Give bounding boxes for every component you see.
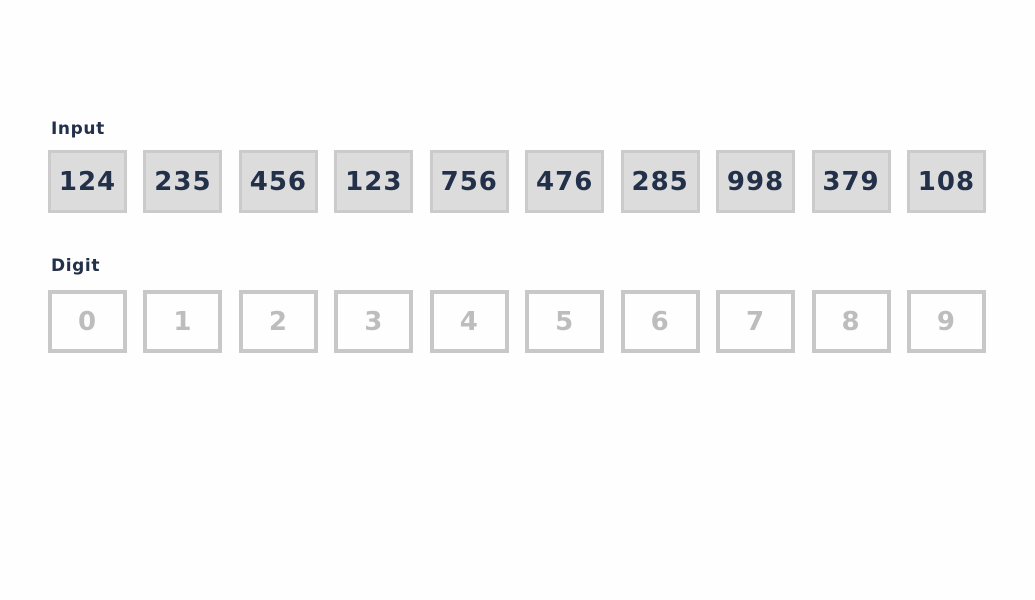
input-cell: 379 bbox=[811, 150, 891, 213]
digit-bucket: 8 bbox=[811, 290, 891, 353]
input-cell: 235 bbox=[143, 150, 223, 213]
digit-bucket: 7 bbox=[716, 290, 796, 353]
input-row: 124 235 456 123 756 476 285 998 379 108 bbox=[48, 150, 986, 213]
digit-bucket: 0 bbox=[48, 290, 127, 353]
input-label: Input bbox=[51, 119, 105, 139]
input-cell: 756 bbox=[429, 150, 509, 213]
input-cell: 108 bbox=[906, 150, 986, 213]
digit-bucket: 4 bbox=[429, 290, 509, 353]
digit-bucket: 2 bbox=[238, 290, 318, 353]
digit-bucket: 5 bbox=[525, 290, 605, 353]
input-cell: 476 bbox=[525, 150, 605, 213]
input-cell: 456 bbox=[238, 150, 318, 213]
input-cell: 285 bbox=[620, 150, 700, 213]
digit-bucket: 9 bbox=[906, 290, 986, 353]
digit-bucket: 1 bbox=[143, 290, 223, 353]
input-cell: 998 bbox=[716, 150, 796, 213]
digit-bucket: 6 bbox=[620, 290, 700, 353]
digit-bucket: 3 bbox=[334, 290, 414, 353]
digit-label: Digit bbox=[51, 256, 101, 276]
input-cell: 123 bbox=[334, 150, 414, 213]
digit-row: 0 1 2 3 4 5 6 7 8 9 bbox=[48, 290, 986, 353]
input-cell: 124 bbox=[48, 150, 127, 213]
